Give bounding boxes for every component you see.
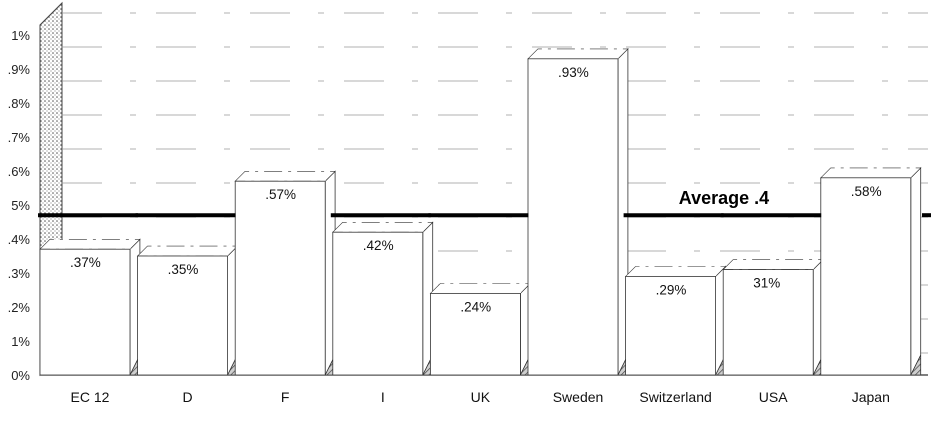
y-tick-label: .4% (8, 232, 31, 247)
bar-top (234, 171, 336, 182)
bar-side (910, 166, 922, 376)
data-label: .24% (460, 299, 491, 314)
data-label: .93% (558, 65, 589, 80)
x-tick-label: UK (471, 389, 491, 405)
y-tick-label: 5% (11, 198, 30, 213)
x-tick-label: I (381, 389, 385, 405)
y-tick-label: 0% (11, 368, 30, 383)
x-tick-label: Switzerland (639, 389, 711, 405)
average-label: Average .4 (679, 188, 769, 208)
y-tick-labels: 0% 1% .2% .3% .4% 5% .6% .7% .8% .9% 1% (8, 28, 31, 383)
bar-top (429, 283, 532, 294)
average-layer: Average .4 (38, 188, 931, 218)
bar-ec-12: .37% (39, 238, 141, 376)
bar-top (39, 239, 141, 250)
bar-switzerland: .29% (624, 265, 727, 376)
bar-top (624, 266, 727, 277)
bar-top (820, 167, 922, 179)
data-label: .57% (265, 187, 296, 202)
bar-i: .42% (332, 221, 434, 376)
y-tick-label: .3% (8, 266, 31, 281)
data-label: .35% (168, 262, 199, 277)
bar-front (820, 177, 912, 376)
y-tick-label: .7% (8, 130, 31, 145)
y-tick-label: .8% (8, 96, 31, 111)
x-tick-label: USA (759, 389, 788, 405)
x-tick-label: D (183, 389, 193, 405)
x-tick-label: Sweden (553, 389, 604, 405)
x-tick-labels: EC 12 D F I UK Sweden Switzerland USA Japan (71, 389, 890, 405)
bar-floor-shadow (910, 355, 922, 376)
bar-front (625, 275, 716, 376)
x-tick-label: EC 12 (71, 389, 110, 405)
bar-front (137, 255, 229, 376)
data-label: .29% (656, 282, 687, 297)
bar-top (332, 222, 434, 233)
bar-front (429, 292, 521, 376)
bar-top (136, 245, 239, 257)
x-tick-label: F (281, 389, 290, 405)
data-label: .42% (363, 238, 394, 253)
bar-top (527, 48, 629, 60)
bar-japan: .58% (820, 166, 922, 376)
bar-top (722, 259, 824, 270)
y-tick-label: 1% (11, 28, 30, 43)
y-tick-label: .2% (8, 300, 31, 315)
y-tick-label: 1% (11, 334, 30, 349)
x-tick-label: Japan (852, 389, 890, 405)
y-tick-label: .6% (8, 164, 31, 179)
y-tick-label: .9% (8, 62, 31, 77)
data-label: .58% (851, 184, 882, 199)
bar-front (332, 231, 424, 376)
bar-f: .57% (234, 170, 336, 376)
data-label: 31% (753, 276, 780, 291)
bar-front (527, 58, 619, 376)
bar-usa: 31% (722, 258, 824, 376)
bar-front (39, 248, 131, 376)
bar-front (722, 269, 814, 376)
data-label: .37% (70, 255, 101, 270)
bar-sweden: .93% (527, 47, 629, 376)
bar-front (234, 180, 326, 376)
bars-layer: .37% .35% .57% .42% .24% .93% .29% 31% .58% (39, 47, 922, 376)
bar-d: .35% (136, 245, 239, 376)
bar-uk: .24% (429, 282, 532, 376)
